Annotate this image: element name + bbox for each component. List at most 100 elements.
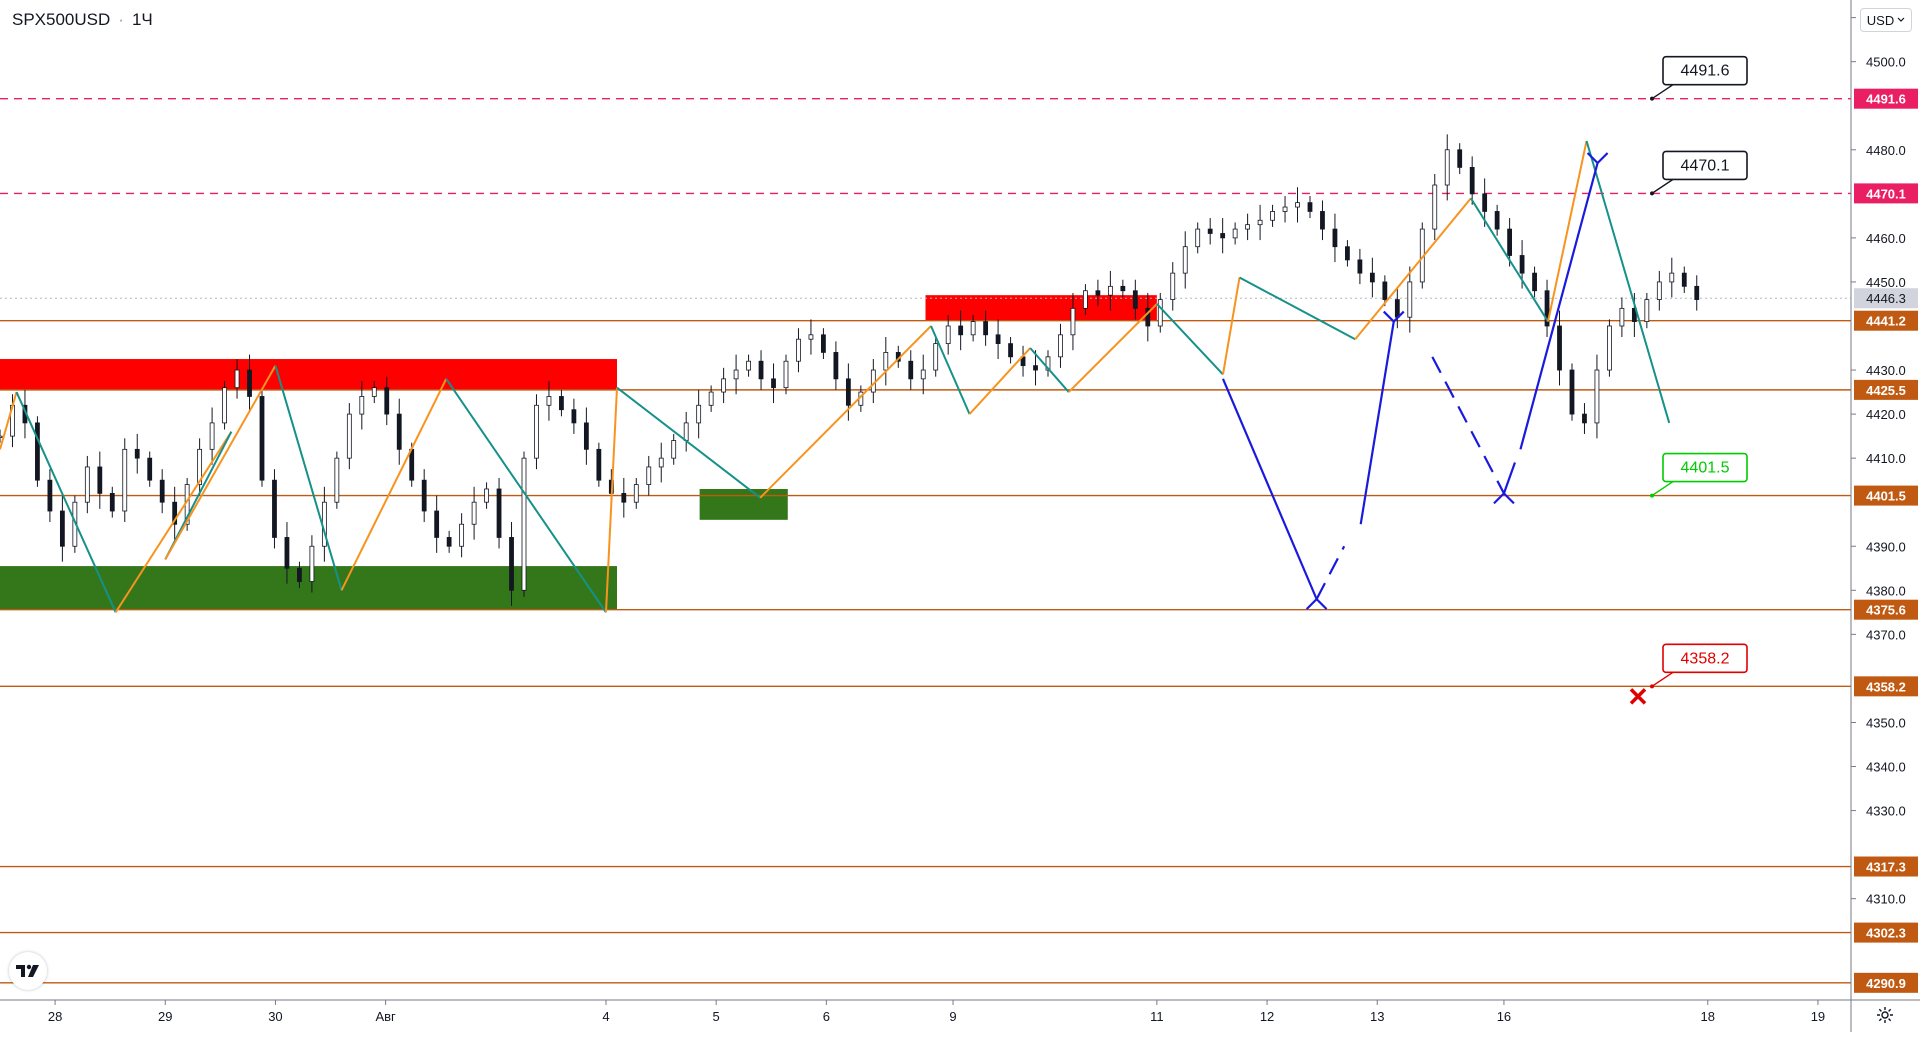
candle-body — [995, 334, 1001, 345]
candle-body — [596, 448, 602, 481]
candle-body — [1307, 202, 1313, 212]
price-tick-label: 4390.0 — [1866, 539, 1906, 554]
candle-body — [1494, 211, 1500, 230]
time-tick-label: 11 — [1150, 1009, 1164, 1024]
candle-body — [234, 369, 240, 389]
candle-body — [1607, 325, 1612, 371]
candle-body — [1407, 281, 1413, 318]
demand-zone — [0, 566, 617, 610]
candle-body — [721, 378, 727, 393]
price-tick-label: 4310.0 — [1866, 892, 1906, 907]
candle-body — [1345, 246, 1350, 261]
supply-zone — [0, 359, 617, 390]
price-axis[interactable]: 4510.04500.04480.04460.04450.04430.04420… — [1850, 0, 1918, 1032]
zigzag-segment — [1354, 197, 1472, 340]
zigzag-segment — [616, 386, 761, 499]
candle-body — [870, 369, 876, 393]
level-price-tag-label: 4375.6 — [1866, 603, 1906, 618]
candle-body — [933, 343, 939, 371]
candle-body — [134, 448, 140, 459]
candle-body — [471, 501, 477, 525]
candle-body — [346, 413, 352, 459]
level-price-tag — [1854, 310, 1918, 331]
candle-body — [371, 387, 377, 397]
forecast-arrowhead — [1382, 310, 1405, 324]
demand-zone — [699, 488, 788, 520]
candle-body — [172, 501, 178, 525]
price-tick-label: 4480.0 — [1866, 143, 1906, 158]
candle-body — [696, 404, 702, 424]
forecast-arrowhead — [1586, 152, 1609, 165]
level-price-tag-label: 4425.5 — [1866, 383, 1906, 398]
candle-body — [1457, 149, 1463, 168]
candle-body — [559, 396, 564, 411]
gear-glyph — [1877, 1007, 1893, 1023]
candle-body — [821, 334, 826, 353]
candle-body — [908, 360, 914, 380]
zigzag-segment — [1221, 277, 1241, 375]
candle-body — [758, 360, 764, 380]
zigzag-segment — [0, 391, 18, 450]
supply-zone — [925, 295, 1157, 321]
candle-body — [446, 537, 452, 547]
candle-body — [59, 510, 65, 547]
candle-body — [284, 537, 290, 569]
time-axis[interactable]: 28 29 30 Авг 4 5 6 9 11 12 13 16 18 19 — [0, 999, 1920, 1024]
tradingview-logo-icon[interactable] — [9, 952, 47, 990]
candle-body — [1207, 228, 1213, 234]
forecast-segment — [1519, 162, 1599, 450]
candle-body — [671, 440, 677, 459]
candle-body — [222, 387, 227, 424]
currency-button[interactable]: USD — [1860, 8, 1912, 32]
symbol-name: SPX500USD — [12, 10, 111, 29]
level-price-tag-label: 4441.2 — [1866, 314, 1906, 329]
forecast-segment — [1502, 462, 1516, 494]
zigzag-segment — [15, 391, 117, 613]
candle-body — [1644, 299, 1650, 322]
callout-box — [1662, 452, 1748, 483]
zigzag-segment — [1068, 303, 1158, 393]
candle-body — [1157, 299, 1163, 327]
zigzag-segment — [1029, 347, 1070, 393]
level-price-tag-label: 4470.1 — [1866, 186, 1906, 201]
candle-body — [122, 448, 128, 512]
time-tick-label: 6 — [823, 1009, 830, 1024]
time-tick-label: 28 — [48, 1009, 62, 1024]
separator-dot: · — [118, 10, 124, 29]
time-tick-label: 19 — [1811, 1009, 1825, 1024]
callout-box — [1662, 643, 1748, 674]
forecast-segment — [1315, 545, 1346, 600]
candle-body — [434, 510, 440, 538]
candle-body — [833, 352, 839, 380]
level-price-tag — [1854, 183, 1918, 204]
last-price-tag-label: 4446.3 — [1866, 291, 1906, 306]
candle-body — [534, 404, 539, 459]
time-tick-label: 9 — [949, 1009, 956, 1024]
zigzag-segment — [274, 365, 343, 591]
zigzag-segment — [759, 325, 932, 499]
candle-body — [683, 422, 689, 441]
price-tick-label: 4370.0 — [1866, 627, 1906, 642]
zones-layer — [0, 295, 1157, 610]
candle-body — [1220, 233, 1226, 239]
forecast-layer — [1221, 152, 1609, 610]
price-tick-label: 4450.0 — [1866, 275, 1906, 290]
tv-logo-glyph — [16, 964, 39, 977]
candle-body — [109, 492, 115, 512]
candle-body — [571, 409, 577, 424]
symbol-header[interactable]: SPX500USD · 1Ч — [12, 10, 153, 30]
candle-body — [808, 334, 814, 340]
callouts-layer: 4491.6 4470.1 4401.5 4358.2 — [1629, 55, 1748, 705]
time-tick-label: 4 — [602, 1009, 609, 1024]
level-price-tag-label: 4317.3 — [1866, 860, 1906, 875]
price-tick-label: 4430.0 — [1866, 363, 1906, 378]
candle-body — [920, 369, 926, 380]
candle-body — [1432, 184, 1438, 230]
level-price-tag — [1854, 485, 1918, 506]
candle-body — [1519, 255, 1525, 274]
zigzag-segment — [164, 365, 277, 560]
candle-body — [583, 422, 589, 450]
gear-icon[interactable] — [1872, 1002, 1898, 1028]
